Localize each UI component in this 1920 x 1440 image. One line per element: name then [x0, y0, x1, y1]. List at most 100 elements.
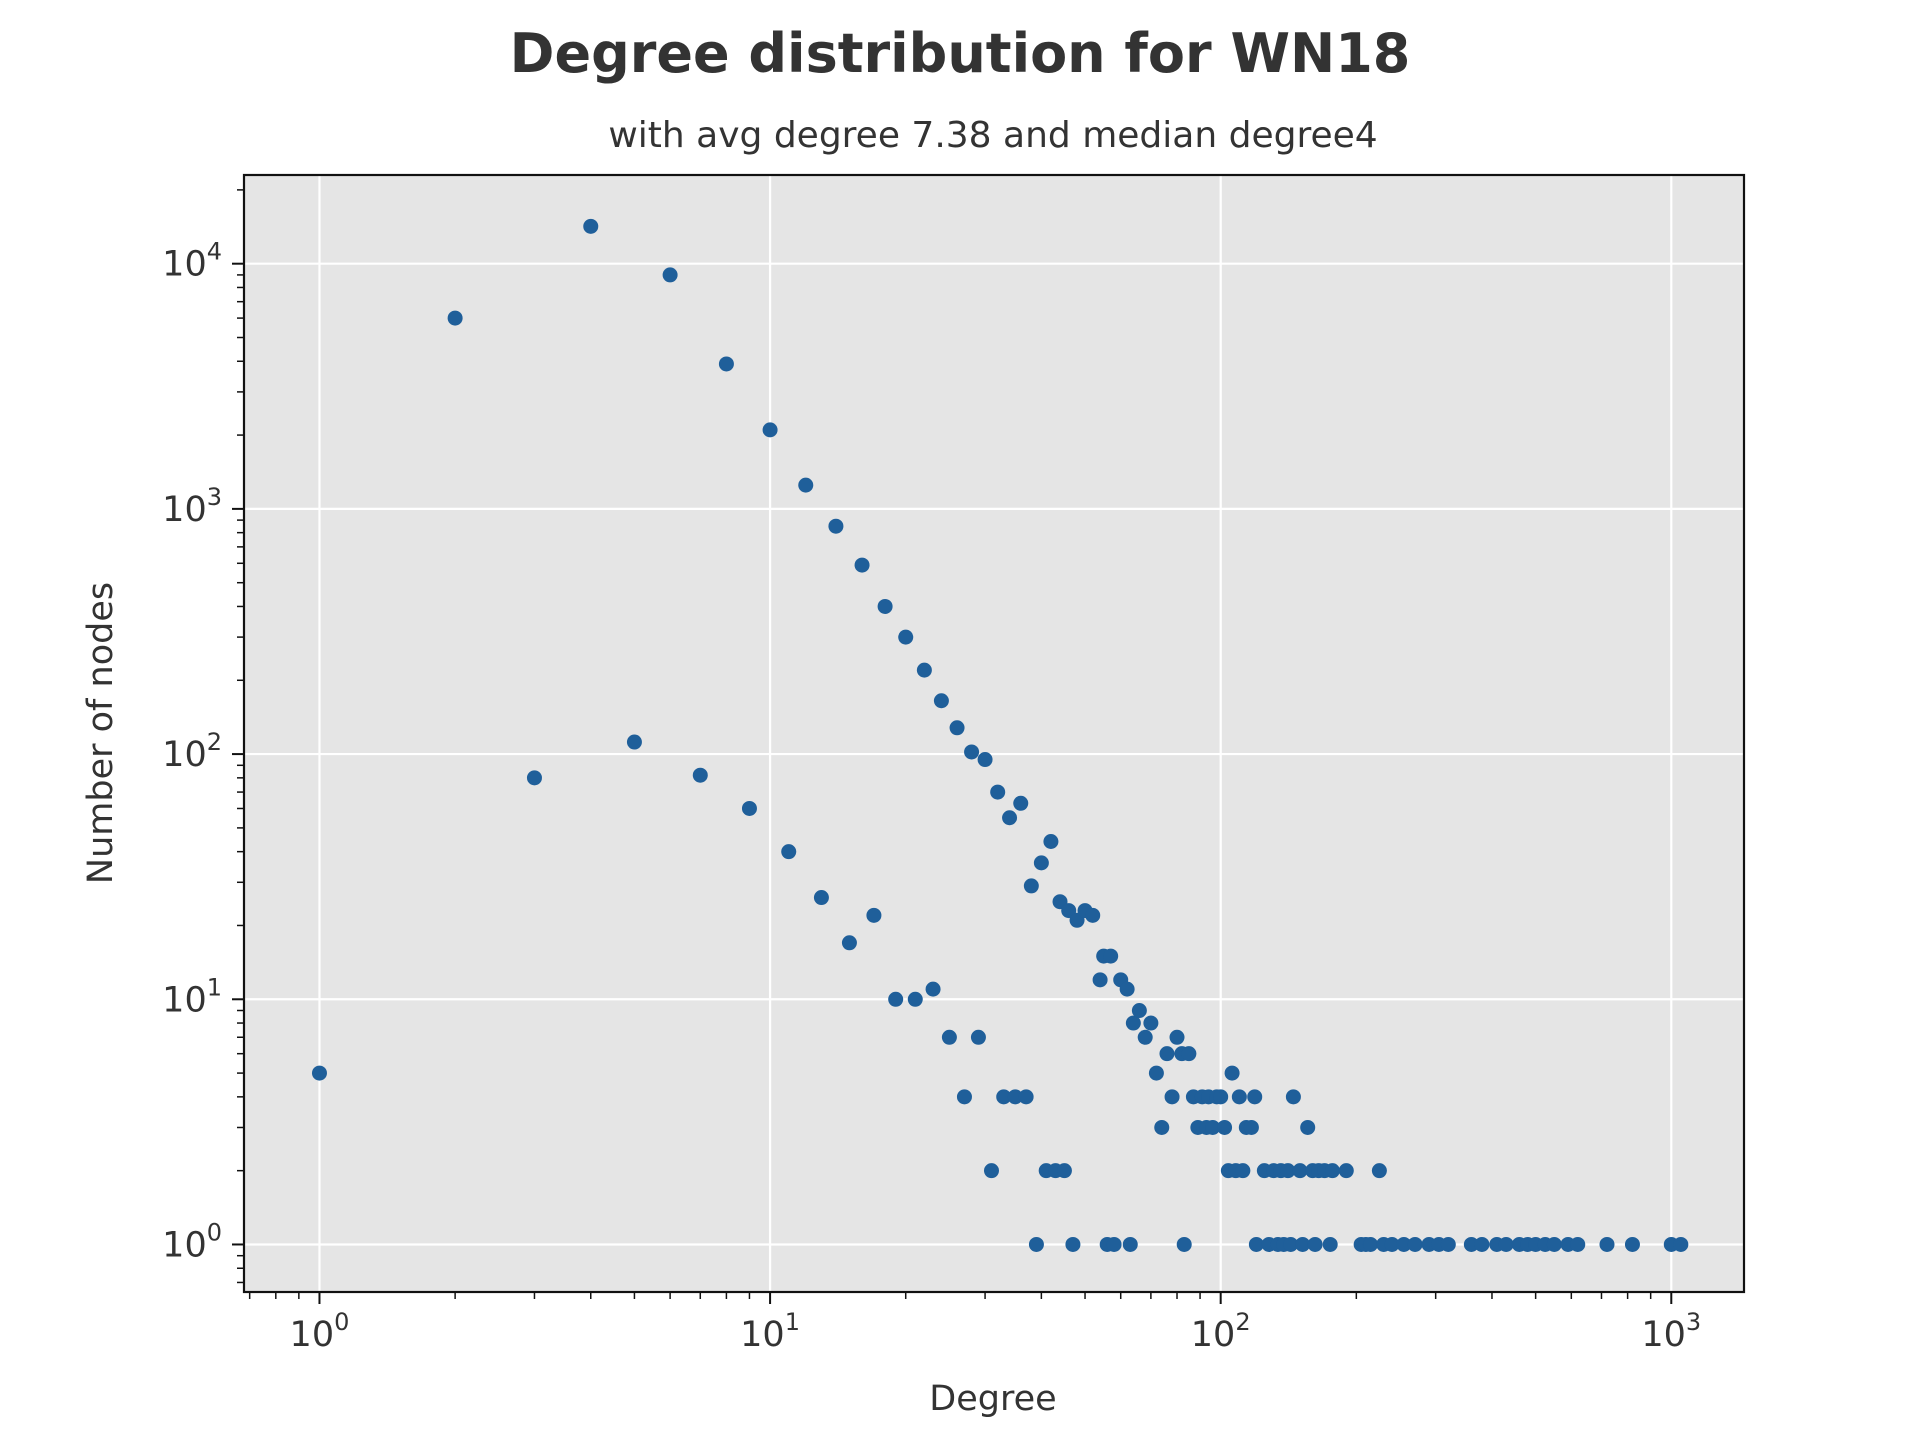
x-tick-label: 101 [740, 1308, 800, 1355]
data-point [1169, 1029, 1185, 1045]
y-tick-label: 103 [162, 483, 222, 530]
data-point [1164, 1089, 1180, 1105]
data-point [1007, 1089, 1023, 1105]
y-tick-base: 10 [162, 980, 207, 1020]
data-point [741, 800, 757, 816]
data-point [949, 720, 965, 736]
x-tick-exponent: 3 [1686, 1308, 1701, 1336]
data-point [626, 734, 642, 750]
data-point [1295, 1236, 1311, 1252]
x-tick-base: 10 [1641, 1315, 1686, 1355]
data-points [311, 218, 1689, 1252]
data-point [933, 693, 949, 709]
data-point [1181, 1046, 1197, 1062]
data-point [1243, 1119, 1259, 1135]
y-tick-exponent: 0 [207, 1218, 222, 1246]
data-point [1119, 981, 1135, 997]
x-tick-label: 102 [1191, 1308, 1251, 1355]
data-point [1338, 1163, 1354, 1179]
data-point [907, 991, 923, 1007]
x-tick-label: 100 [290, 1308, 350, 1355]
data-point [1224, 1065, 1240, 1081]
data-point [877, 598, 893, 614]
data-point [1570, 1236, 1586, 1252]
data-point [1028, 1236, 1044, 1252]
data-point [1280, 1163, 1296, 1179]
data-point [1285, 1089, 1301, 1105]
y-tick-label: 104 [162, 238, 222, 285]
data-point [1362, 1236, 1378, 1252]
data-point [1176, 1236, 1192, 1252]
data-point [1440, 1236, 1456, 1252]
x-tick-exponent: 2 [1235, 1308, 1250, 1336]
data-point [1092, 972, 1108, 988]
data-point [1283, 1236, 1299, 1252]
data-point [1407, 1236, 1423, 1252]
data-point [1056, 1163, 1072, 1179]
x-tick-exponent: 1 [785, 1308, 800, 1336]
data-point [781, 844, 797, 860]
data-point [1002, 810, 1018, 826]
data-point [692, 767, 708, 783]
data-point [1213, 1089, 1229, 1105]
data-point [1122, 1236, 1138, 1252]
chart-title: Degree distribution for WN18 [510, 22, 1411, 85]
data-point [1159, 1046, 1175, 1062]
data-point [1371, 1163, 1387, 1179]
data-point [1673, 1236, 1689, 1252]
data-point [662, 267, 678, 283]
data-point [1103, 948, 1119, 964]
y-tick-label: 102 [162, 728, 222, 775]
data-point [1247, 1089, 1263, 1105]
data-point [1154, 1119, 1170, 1135]
y-tick-base: 10 [162, 1225, 207, 1265]
y-tick-exponent: 1 [207, 973, 222, 1001]
data-point [925, 981, 941, 997]
data-point [813, 890, 829, 906]
data-point [1131, 1003, 1147, 1019]
y-tick-exponent: 3 [207, 483, 222, 511]
x-tick-base: 10 [740, 1315, 785, 1355]
data-point [1474, 1236, 1490, 1252]
y-tick-base: 10 [162, 735, 207, 775]
data-point [956, 1089, 972, 1105]
x-tick-base: 10 [1191, 1315, 1236, 1355]
data-point [1624, 1236, 1640, 1252]
data-point [1498, 1236, 1514, 1252]
data-point [916, 662, 932, 678]
data-point [1231, 1089, 1247, 1105]
y-tick-base: 10 [162, 245, 207, 285]
y-tick-exponent: 4 [207, 238, 222, 266]
data-point [311, 1065, 327, 1081]
data-point [526, 770, 542, 786]
data-point [1300, 1119, 1316, 1135]
x-tick-label: 103 [1641, 1308, 1701, 1355]
data-point [1148, 1065, 1164, 1081]
data-point [866, 907, 882, 923]
x-tick-exponent: 0 [334, 1308, 349, 1336]
data-point [1085, 907, 1101, 923]
data-point [1307, 1236, 1323, 1252]
data-point [990, 784, 1006, 800]
data-point [964, 744, 980, 760]
data-point [1322, 1236, 1338, 1252]
y-axis-label: Number of nodes [81, 582, 121, 884]
data-point [798, 477, 814, 493]
data-point [1018, 1089, 1034, 1105]
data-point [447, 310, 463, 326]
plot-frame [242, 173, 1746, 1294]
data-point [828, 518, 844, 534]
data-point [1546, 1236, 1562, 1252]
data-point [1248, 1236, 1264, 1252]
plot-area [244, 175, 1744, 1292]
data-point [854, 557, 870, 573]
data-point [1384, 1236, 1400, 1252]
data-point [1023, 878, 1039, 894]
data-point [983, 1163, 999, 1179]
y-tick-label: 100 [162, 1218, 222, 1265]
data-point [1143, 1015, 1159, 1031]
data-point [1125, 1015, 1141, 1031]
data-point [1324, 1163, 1340, 1179]
data-point [1396, 1236, 1412, 1252]
